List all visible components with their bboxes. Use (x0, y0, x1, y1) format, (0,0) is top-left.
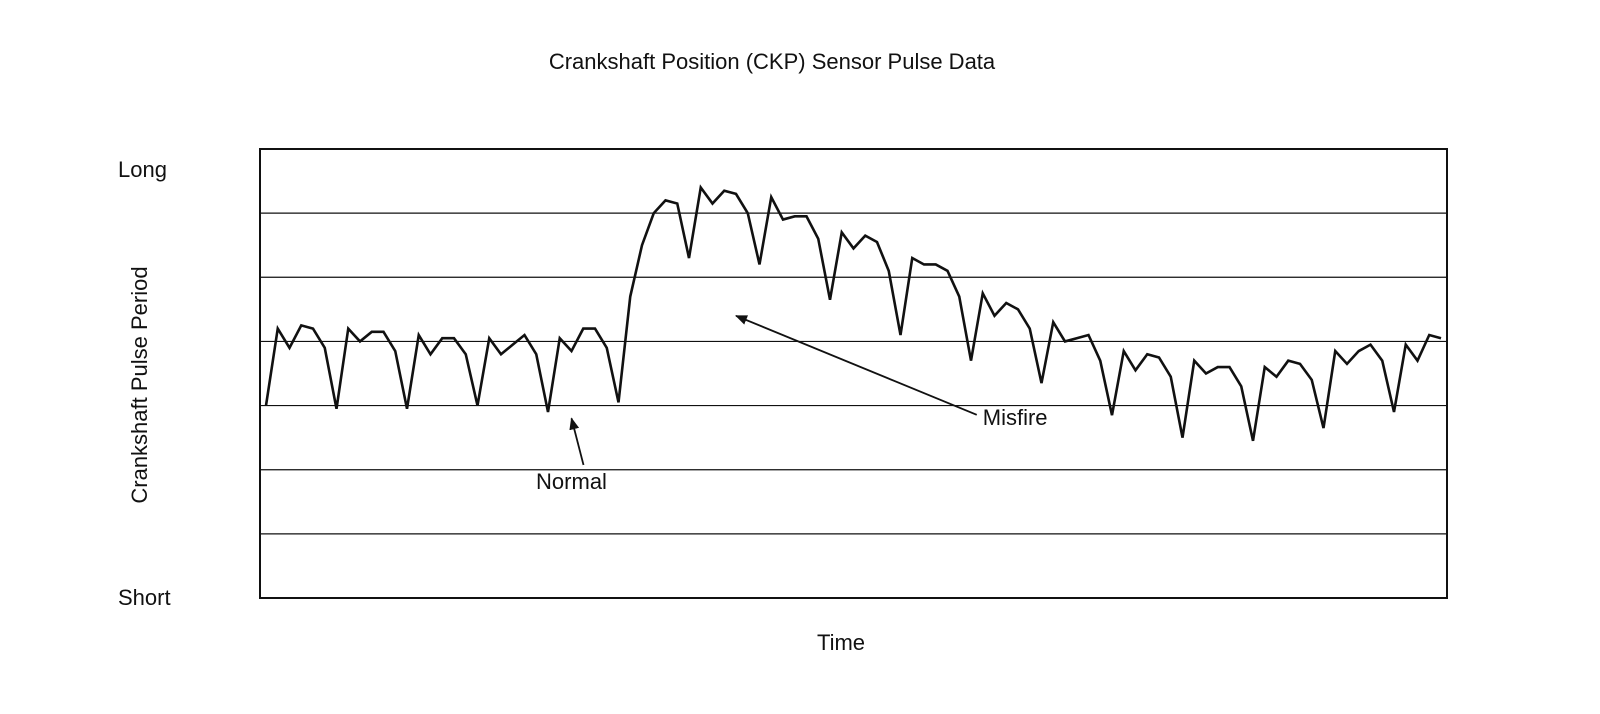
x-axis-label: Time (817, 630, 865, 655)
chart-title: Crankshaft Position (CKP) Sensor Pulse D… (549, 49, 996, 74)
y-tick-long: Long (118, 157, 167, 182)
annotations-group: Normal Misfire (536, 314, 1048, 494)
annotation-normal-arrow (569, 417, 585, 466)
plot-frame (259, 148, 1448, 599)
y-tick-short: Short (118, 585, 171, 610)
annotation-misfire-label: Misfire (983, 405, 1048, 430)
y-axis-label: Crankshaft Pulse Period (127, 266, 152, 503)
gridlines (260, 212, 1447, 535)
pulse-period-line (264, 184, 1442, 442)
annotation-normal-label: Normal (536, 469, 607, 494)
annotation-misfire-arrow (735, 314, 978, 416)
series-group (264, 184, 1442, 442)
